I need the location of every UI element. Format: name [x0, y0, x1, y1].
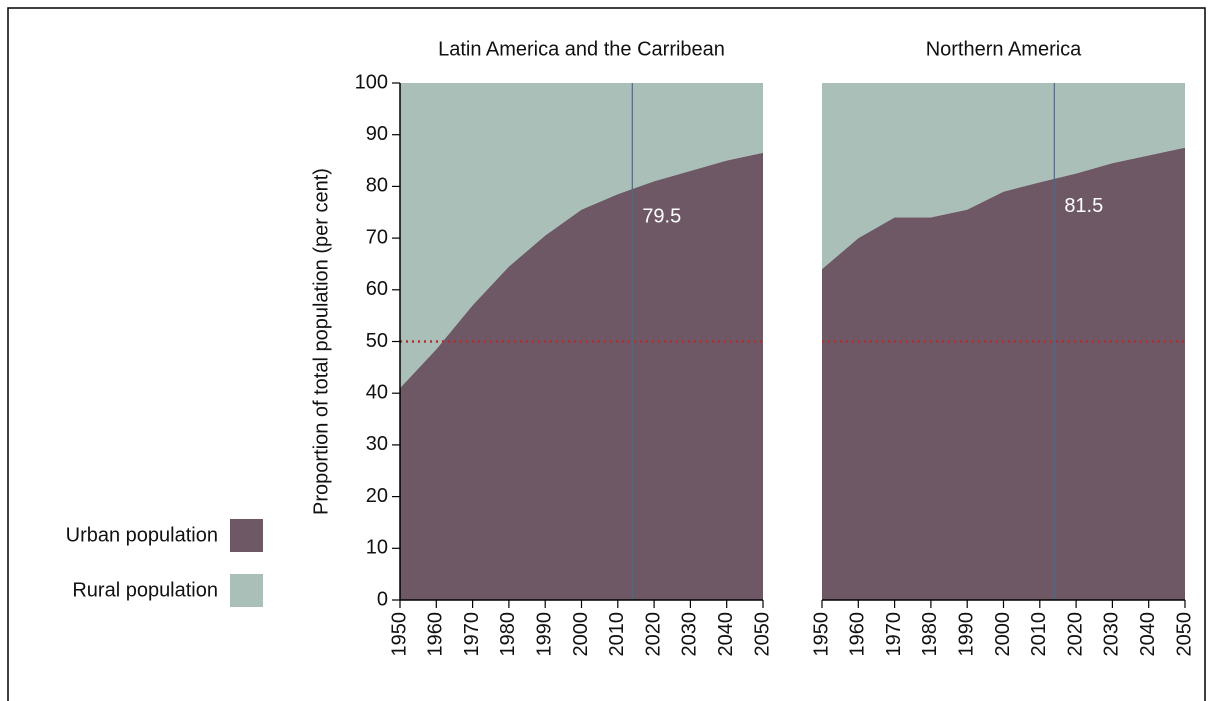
- x-tick-label: 2000: [992, 612, 1014, 657]
- x-tick-label: 1980: [497, 612, 519, 657]
- y-tick-label: 80: [366, 175, 388, 197]
- x-tick-label: 1960: [425, 612, 447, 657]
- legend-swatch: [230, 574, 263, 607]
- y-tick-label: 70: [366, 226, 388, 248]
- area: [400, 83, 763, 389]
- x-tick-label: 2010: [1028, 612, 1050, 657]
- y-tick-label: 40: [366, 381, 388, 403]
- x-tick-label: 2030: [1101, 612, 1123, 657]
- x-tick-label: 1980: [919, 612, 941, 657]
- x-tick-label: 2010: [606, 612, 628, 657]
- panel-title: Northern America: [926, 38, 1082, 60]
- x-tick-label: 2030: [679, 612, 701, 657]
- y-tick-label: 0: [377, 588, 388, 610]
- area: [822, 83, 1185, 270]
- x-tick-label: 1970: [883, 612, 905, 657]
- legend-label: Urban population: [66, 524, 218, 546]
- x-tick-label: 1990: [955, 612, 977, 657]
- x-tick-label: 2050: [751, 612, 773, 657]
- y-tick-label: 30: [366, 433, 388, 455]
- marker-label: 79.5: [642, 205, 681, 227]
- x-tick-label: 1960: [847, 612, 869, 657]
- area: [822, 147, 1185, 600]
- x-tick-label: 1990: [533, 612, 555, 657]
- frame: [7, 7, 1206, 701]
- x-tick-label: 2040: [715, 612, 737, 657]
- x-tick-label: 2020: [1064, 612, 1086, 657]
- x-tick-label: 1950: [388, 612, 410, 657]
- x-tick-label: 1950: [810, 612, 832, 657]
- y-tick-label: 10: [366, 537, 388, 559]
- y-tick-label: 90: [366, 123, 388, 145]
- y-tick-label: 20: [366, 485, 388, 507]
- panel-title: Latin America and the Carribean: [438, 38, 725, 60]
- x-tick-label: 2050: [1173, 612, 1195, 657]
- area: [400, 152, 763, 601]
- y-tick-label: 60: [366, 278, 388, 300]
- x-tick-label: 1970: [461, 612, 483, 657]
- x-tick-label: 2040: [1137, 612, 1159, 657]
- legend-swatch: [230, 519, 263, 552]
- marker-label: 81.5: [1064, 195, 1103, 217]
- y-tick-label: 50: [366, 330, 388, 352]
- y-tick-label: 100: [355, 71, 388, 93]
- legend-label: Rural population: [72, 579, 218, 601]
- x-tick-label: 2020: [642, 612, 664, 657]
- x-tick-label: 2000: [570, 612, 592, 657]
- y-axis-label: Proportion of total population (per cent…: [310, 168, 332, 515]
